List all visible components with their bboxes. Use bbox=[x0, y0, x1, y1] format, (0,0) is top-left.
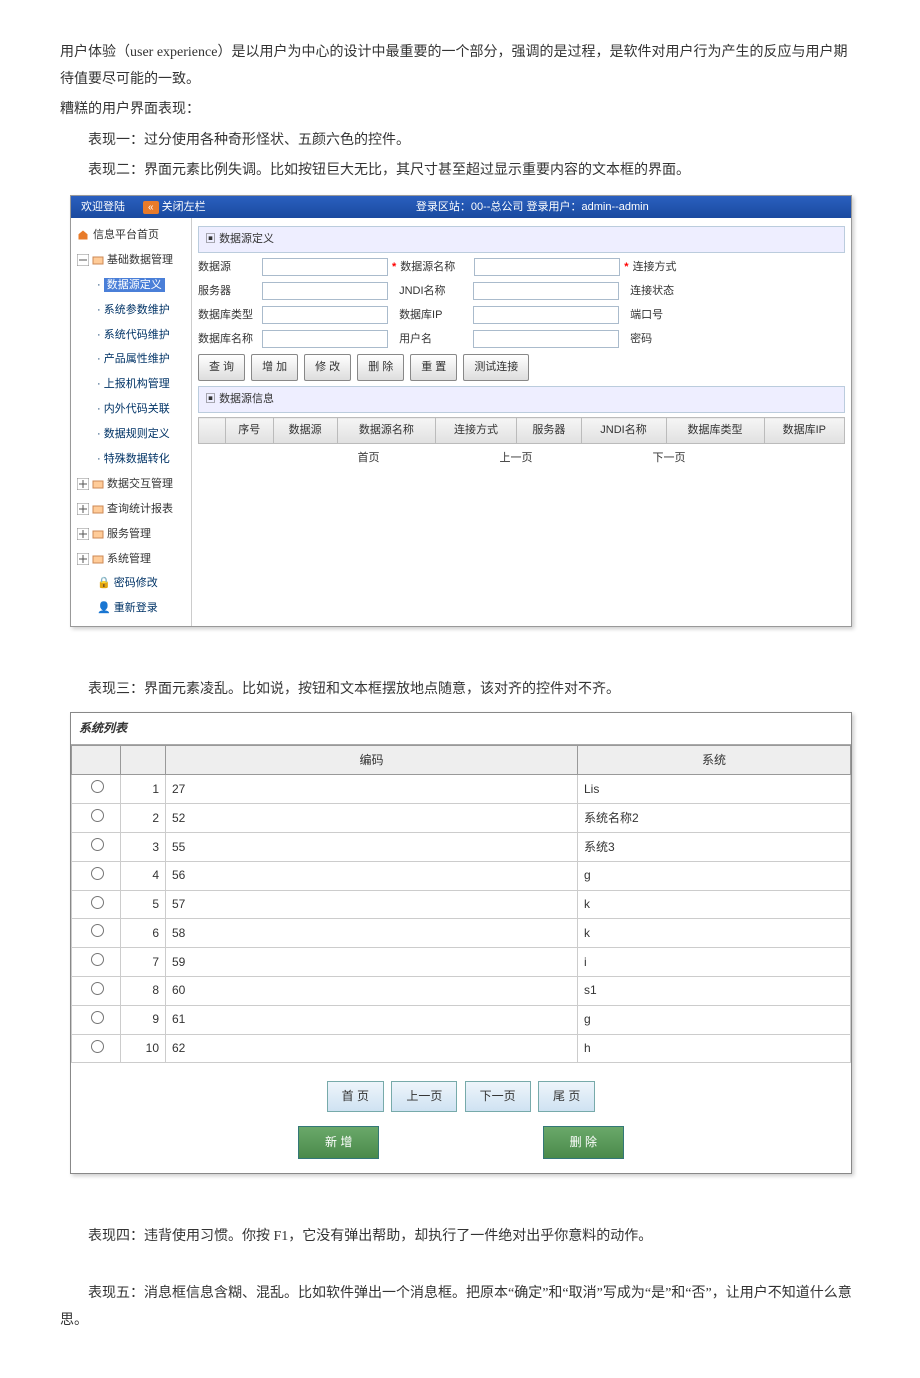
col-sys: 系统 bbox=[578, 745, 851, 775]
sidebar-item[interactable]: · 系统参数维护 bbox=[71, 298, 191, 323]
folder-icon bbox=[92, 254, 104, 266]
sidebar-group3[interactable]: 查询统计报表 bbox=[71, 497, 191, 522]
sidebar-home[interactable]: 信息平台首页 bbox=[71, 223, 191, 248]
row-radio[interactable] bbox=[91, 953, 104, 966]
item1: 表现一：过分使用各种奇形怪状、五颜六色的控件。 bbox=[60, 128, 860, 155]
item3: 表现三：界面元素凌乱。比如说，按钮和文本框摆放地点随意，该对齐的控件对不齐。 bbox=[60, 677, 860, 704]
table-row[interactable]: 860s1 bbox=[72, 976, 851, 1005]
sidebar-item[interactable]: · 数据规则定义 bbox=[71, 422, 191, 447]
label-connmode: 连接方式 bbox=[633, 257, 683, 278]
table-row[interactable]: 127Lis bbox=[72, 775, 851, 804]
label-connstat: 连接状态 bbox=[630, 281, 680, 302]
panel-info-title: ▣ 数据源信息 bbox=[198, 386, 845, 413]
topbar-welcome: 欢迎登陆 bbox=[81, 197, 125, 218]
btn-query[interactable]: 查 询 bbox=[198, 354, 245, 381]
system-table: 编码 系统 127Lis252系统名称2355系统3456g557k658k75… bbox=[71, 745, 851, 1064]
table-row[interactable]: 1062h bbox=[72, 1034, 851, 1063]
sidebar-item[interactable]: · 产品属性维护 bbox=[71, 347, 191, 372]
sidebar-item[interactable]: · 数据源定义 bbox=[71, 273, 191, 298]
label-pwd: 密码 bbox=[630, 329, 680, 350]
btn-mod[interactable]: 修 改 bbox=[304, 354, 351, 381]
input-dbname[interactable] bbox=[262, 330, 388, 348]
s2-btn-del[interactable]: 删 除 bbox=[543, 1126, 624, 1159]
s2-pg-prev[interactable]: 上一页 bbox=[391, 1081, 457, 1112]
topbar-info: 登录区站：00--总公司 登录用户：admin--admin bbox=[416, 197, 649, 218]
row-radio[interactable] bbox=[91, 924, 104, 937]
col-code: 编码 bbox=[166, 745, 578, 775]
input-dsname[interactable] bbox=[474, 258, 620, 276]
screenshot-1: 欢迎登陆 « 关闭左栏 登录区站：00--总公司 登录用户：admin--adm… bbox=[70, 195, 852, 627]
row-radio[interactable] bbox=[91, 1011, 104, 1024]
sidebar-group4[interactable]: 服务管理 bbox=[71, 522, 191, 547]
btn-test[interactable]: 测试连接 bbox=[463, 354, 529, 381]
s2-pg-first[interactable]: 首 页 bbox=[327, 1081, 384, 1112]
input-dbtype[interactable] bbox=[262, 306, 388, 324]
panel-def-title: ▣ 数据源定义 bbox=[198, 226, 845, 253]
label-dsname: 数据源名称 bbox=[400, 257, 470, 278]
row-radio[interactable] bbox=[91, 896, 104, 909]
topbar: 欢迎登陆 « 关闭左栏 登录区站：00--总公司 登录用户：admin--adm… bbox=[71, 196, 851, 218]
label-server: 服务器 bbox=[198, 281, 258, 302]
screenshot-2: 系统列表 编码 系统 127Lis252系统名称2355系统3456g557k6… bbox=[70, 712, 852, 1174]
item4: 表现四：违背使用习惯。你按 F1，它没有弹出帮助，却执行了一件绝对出乎你意料的动… bbox=[60, 1224, 860, 1251]
label-jndi: JNDI名称 bbox=[399, 281, 469, 302]
pager-prev[interactable]: 上一页 bbox=[500, 448, 533, 469]
para1: 用户体验（user experience）是以用户为中心的设计中最重要的一个部分… bbox=[60, 40, 860, 93]
input-user[interactable] bbox=[473, 330, 619, 348]
s2-btn-new[interactable]: 新 增 bbox=[298, 1126, 379, 1159]
sidebar-item[interactable]: · 内外代码关联 bbox=[71, 397, 191, 422]
row-radio[interactable] bbox=[91, 982, 104, 995]
row-radio[interactable] bbox=[91, 838, 104, 851]
input-dbip[interactable] bbox=[473, 306, 619, 324]
sidebar-pwd[interactable]: 🔒 密码修改 bbox=[71, 571, 191, 596]
main-panel: ▣ 数据源定义 数据源* 数据源名称* 连接方式 服务器 JNDI名称 连接状态… bbox=[192, 218, 851, 626]
item2: 表现二：界面元素比例失调。比如按钮巨大无比，其尺寸甚至超过显示重要内容的文本框的… bbox=[60, 158, 860, 185]
sidebar-item[interactable]: · 系统代码维护 bbox=[71, 323, 191, 348]
label-dbtype: 数据库类型 bbox=[198, 305, 258, 326]
s2-title: 系统列表 bbox=[71, 713, 851, 745]
btn-del[interactable]: 删 除 bbox=[357, 354, 404, 381]
row-radio[interactable] bbox=[91, 1040, 104, 1053]
s2-pg-next[interactable]: 下一页 bbox=[465, 1081, 531, 1112]
row-radio[interactable] bbox=[91, 809, 104, 822]
grid-datasource: 序号数据源数据源名称连接方式服务器JNDI名称数据库类型数据库IP bbox=[198, 417, 845, 444]
minus-icon bbox=[77, 254, 89, 266]
table-row[interactable]: 355系统3 bbox=[72, 833, 851, 862]
label-dbname: 数据库名称 bbox=[198, 329, 258, 350]
table-row[interactable]: 658k bbox=[72, 919, 851, 948]
table-row[interactable]: 759i bbox=[72, 948, 851, 977]
sidebar-item[interactable]: · 特殊数据转化 bbox=[71, 447, 191, 472]
table-row[interactable]: 456g bbox=[72, 861, 851, 890]
btn-reset[interactable]: 重 置 bbox=[410, 354, 457, 381]
topbar-close[interactable]: « 关闭左栏 bbox=[143, 197, 206, 218]
item5: 表现五：消息框信息含糊、混乱。比如软件弹出一个消息框。把原本“确定”和“取消”写… bbox=[60, 1281, 860, 1334]
para2: 糟糕的用户界面表现： bbox=[60, 97, 860, 124]
btn-add[interactable]: 增 加 bbox=[251, 354, 298, 381]
row-radio[interactable] bbox=[91, 867, 104, 880]
label-port: 端口号 bbox=[630, 305, 680, 326]
input-server[interactable] bbox=[262, 282, 388, 300]
sidebar-group5[interactable]: 系统管理 bbox=[71, 547, 191, 572]
input-ds[interactable] bbox=[262, 258, 388, 276]
table-row[interactable]: 252系统名称2 bbox=[72, 804, 851, 833]
table-row[interactable]: 961g bbox=[72, 1005, 851, 1034]
home-icon bbox=[77, 229, 89, 241]
row-radio[interactable] bbox=[91, 780, 104, 793]
sidebar-group1[interactable]: 基础数据管理 bbox=[71, 248, 191, 273]
pager-first[interactable]: 首页 bbox=[358, 448, 380, 469]
label-user: 用户名 bbox=[399, 329, 469, 350]
sidebar-relogin[interactable]: 👤 重新登录 bbox=[71, 596, 191, 621]
s2-pg-last[interactable]: 尾 页 bbox=[538, 1081, 595, 1112]
pager-next[interactable]: 下一页 bbox=[653, 448, 686, 469]
input-jndi[interactable] bbox=[473, 282, 619, 300]
label-ds: 数据源 bbox=[198, 257, 258, 278]
sidebar-item[interactable]: · 上报机构管理 bbox=[71, 372, 191, 397]
label-dbip: 数据库IP bbox=[399, 305, 469, 326]
sidebar-group2[interactable]: 数据交互管理 bbox=[71, 472, 191, 497]
table-row[interactable]: 557k bbox=[72, 890, 851, 919]
sidebar: 信息平台首页 基础数据管理 · 数据源定义· 系统参数维护· 系统代码维护· 产… bbox=[71, 218, 192, 626]
